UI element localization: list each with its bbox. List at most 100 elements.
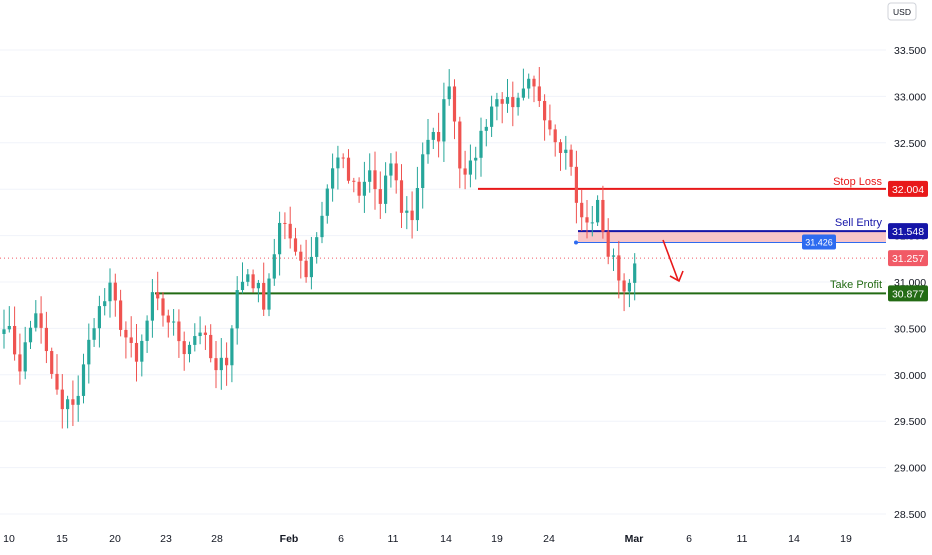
candle-body	[521, 88, 525, 98]
candle-body	[622, 280, 626, 292]
candle-body	[458, 121, 462, 169]
candle-body	[140, 340, 144, 362]
candle-body	[124, 329, 128, 338]
candle-body	[452, 86, 457, 122]
candle-body	[129, 337, 133, 343]
time-tick: 14	[788, 533, 800, 545]
price-tick: 29.000	[894, 463, 926, 475]
candle-body	[156, 292, 160, 299]
candle-body	[256, 282, 260, 289]
candle-body	[92, 328, 96, 340]
candle-body	[463, 168, 467, 175]
candle-body	[161, 298, 165, 316]
arrow-shaft	[662, 239, 679, 281]
candle-body	[166, 315, 170, 323]
candle-body	[633, 263, 637, 283]
candle-body	[76, 395, 80, 405]
candle-body	[627, 282, 631, 292]
candle-body	[484, 126, 488, 131]
candle-body	[490, 106, 494, 127]
candle-body	[415, 188, 419, 221]
candle-body	[71, 399, 75, 405]
candle-body	[203, 332, 207, 335]
candle-body	[103, 301, 107, 307]
candlesticks	[2, 66, 637, 429]
time-tick: 11	[737, 533, 748, 545]
down-arrow-icon	[662, 239, 684, 283]
candle-body	[341, 157, 345, 159]
candle-body	[7, 325, 11, 330]
grid	[0, 49, 886, 515]
candle-body	[468, 160, 472, 175]
candle-body	[44, 327, 48, 352]
price-tick: 30.500	[894, 323, 926, 335]
candle-body	[442, 99, 446, 142]
time-tick: 15	[56, 533, 68, 545]
profit-zone	[578, 231, 886, 243]
candle-body	[585, 217, 589, 223]
sell-entry-label: Sell Entry	[835, 217, 883, 229]
candle-body	[611, 255, 616, 257]
candle-body	[315, 237, 319, 257]
candle-body	[230, 328, 234, 366]
time-tick: Mar	[625, 533, 644, 545]
candle-body	[389, 163, 393, 176]
price-tick: 33.500	[894, 45, 926, 57]
crosshair-price-tag: 31.426	[802, 234, 836, 250]
candle-body	[548, 120, 552, 130]
candle-body	[574, 166, 578, 203]
candle-body	[537, 86, 541, 101]
candle-body	[309, 256, 313, 278]
candle-body	[172, 321, 176, 323]
sell-entry-price: 31.548	[892, 226, 924, 238]
candle-body	[346, 157, 351, 181]
current-price-tag: 31.257	[888, 250, 928, 267]
candle-body	[447, 86, 451, 100]
candle-body	[182, 341, 186, 355]
candle-body	[13, 325, 17, 355]
price-tick: 29.500	[894, 416, 926, 428]
candle-body	[23, 342, 27, 372]
candle-body	[357, 181, 361, 196]
currency-badge-bg	[887, 2, 917, 21]
price-axis[interactable]	[886, 0, 932, 550]
take-profit-label: Take Profit	[830, 279, 882, 291]
time-tick: 23	[160, 533, 172, 545]
currency-badge[interactable]: USD	[887, 2, 917, 21]
candle-body	[39, 313, 43, 328]
candle-body	[81, 364, 86, 396]
candle-body	[2, 329, 6, 334]
time-tick: 6	[686, 533, 692, 545]
stop-loss-price-tag: 32.004	[888, 180, 928, 197]
candle-body	[272, 254, 276, 279]
time-tick: 28	[211, 533, 223, 545]
stop-loss-tag-bg	[888, 180, 928, 197]
candle-body	[543, 100, 547, 121]
candle-body	[293, 238, 298, 252]
candle-body	[362, 181, 366, 196]
candle-body	[267, 278, 271, 310]
candle-body	[145, 320, 149, 341]
candle-body	[495, 99, 499, 107]
time-tick: 14	[440, 533, 452, 545]
candle-body	[320, 215, 324, 238]
candle-body	[606, 231, 610, 257]
candle-body	[500, 99, 504, 104]
candle-body	[60, 389, 64, 410]
crosshair-price: 31.426	[805, 237, 833, 247]
candle-body	[558, 142, 563, 153]
candle-body	[87, 339, 91, 365]
candle-body	[553, 129, 557, 143]
candle-body	[50, 351, 54, 374]
time-tick: 24	[543, 533, 555, 545]
candle-body	[246, 274, 250, 282]
candle-body	[97, 306, 101, 329]
price-tick: 33.000	[894, 91, 926, 103]
time-tick: 19	[840, 533, 852, 545]
candle-body	[177, 321, 181, 342]
time-axis[interactable]	[0, 527, 886, 550]
candle-body	[18, 354, 22, 372]
candle-body	[304, 260, 308, 278]
